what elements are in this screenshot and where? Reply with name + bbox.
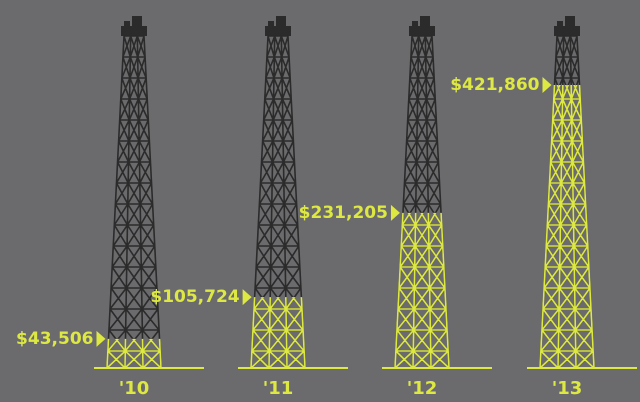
level-pointer [96, 330, 106, 347]
derrick-fill [394, 212, 450, 369]
derrick-crown [276, 16, 286, 28]
level-pointer [242, 289, 252, 306]
derrick-crown [121, 26, 147, 36]
derrick-crown [554, 26, 580, 36]
derrick: $43,506 '10 [16, 16, 204, 399]
category-label: '11 [263, 378, 294, 399]
derrick-crown [265, 26, 291, 36]
category-label: '12 [407, 378, 438, 399]
level-pointer [390, 204, 400, 221]
derrick-crown [268, 21, 274, 28]
derrick-crown [420, 16, 430, 28]
category-label: '13 [552, 378, 583, 399]
derrick-fill [106, 338, 162, 369]
value-label: $421,860 [450, 75, 539, 95]
derrick-crown [557, 21, 563, 28]
value-label: $231,205 [299, 203, 388, 223]
derrick-crown [565, 16, 575, 28]
derrick-fill [250, 297, 306, 369]
derrick: $105,724 '11 [150, 16, 348, 399]
category-label: '10 [119, 378, 150, 399]
derrick-crown [132, 16, 142, 28]
derrick-crown [124, 21, 130, 28]
derrick-crown [412, 21, 418, 28]
derrick: $421,860 '13 [450, 16, 637, 399]
level-pointer [542, 77, 552, 93]
value-label: $105,724 [150, 287, 239, 307]
derrick-crown [409, 26, 435, 36]
value-label: $43,506 [16, 329, 93, 349]
derrick-fill [539, 85, 595, 369]
derrick: $231,205 '12 [299, 16, 492, 399]
